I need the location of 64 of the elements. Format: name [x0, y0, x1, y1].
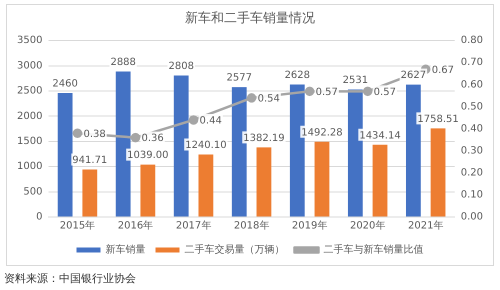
- y-tick-label: 1000: [16, 161, 42, 172]
- x-tick-label: 2015年: [60, 220, 96, 232]
- bar: [256, 147, 272, 216]
- y2-tick-label: 0.10: [460, 190, 483, 201]
- data-label: 2628: [284, 70, 310, 82]
- data-label: 0.44: [200, 116, 222, 127]
- data-label: 2808: [168, 61, 194, 72]
- legend-label: 二手车交易量（万辆）: [184, 244, 284, 256]
- data-label: 1492.28: [301, 127, 343, 138]
- data-label: 1039.00: [127, 150, 169, 162]
- legend-label: 新车销量: [106, 244, 146, 256]
- text: 资料来源：中国银行业协会: [4, 271, 137, 286]
- y2-tick-label: 0.80: [460, 35, 483, 46]
- data-label: 1240.10: [185, 140, 227, 152]
- bar: [430, 128, 446, 216]
- bar: [314, 142, 330, 216]
- data-label: 1434.14: [359, 130, 401, 142]
- data-label: 0.67: [432, 64, 454, 76]
- data-label: 1382.19: [243, 132, 285, 144]
- bar: [82, 170, 98, 216]
- bar: [140, 164, 156, 216]
- x-tick-label: 2021年: [408, 220, 444, 232]
- y-tick-label: 500: [23, 186, 42, 198]
- chart-title: 新车和二手车销量情况: [185, 11, 315, 26]
- y2-tick-label: 0.20: [460, 167, 483, 178]
- data-label: 941.71: [72, 155, 108, 166]
- y2-tick-label: 0.50: [460, 101, 483, 112]
- data-label: 0.57: [374, 86, 396, 98]
- data-label: 2627: [400, 70, 426, 82]
- point: [304, 86, 314, 96]
- data-label: 2888: [110, 57, 136, 68]
- bar: [372, 144, 388, 216]
- point: [246, 93, 256, 103]
- y-tick-label: 2000: [16, 110, 42, 122]
- y2-tick-label: 0.40: [460, 123, 483, 134]
- y2-tick-label: 0.60: [460, 79, 483, 90]
- legend-label: 二手车与新车销量比值: [324, 244, 424, 256]
- bar: [198, 154, 214, 216]
- y-tick-label: 1500: [16, 136, 42, 147]
- y2-tick-label: 0.70: [460, 57, 483, 68]
- y-tick-label: 3500: [16, 35, 42, 46]
- data-label: 2577: [226, 72, 252, 84]
- data-label: 0.57: [316, 86, 338, 98]
- x-tick-label: 2018年: [234, 220, 270, 232]
- y-tick-label: 2500: [16, 86, 42, 97]
- data-label: 2460: [52, 78, 78, 90]
- point: [130, 132, 140, 142]
- x-tick-label: 2016年: [118, 220, 154, 232]
- bar: [58, 93, 73, 216]
- data-label: 0.36: [142, 133, 164, 144]
- y-tick-label: 3000: [16, 60, 42, 72]
- point: [362, 86, 372, 96]
- x-tick-label: 2020年: [350, 220, 386, 232]
- y2-tick-label: 0.30: [460, 145, 483, 156]
- y-tick-label: 0: [36, 212, 42, 223]
- x-tick-label: 2019年: [292, 220, 328, 232]
- data-label: 0.54: [258, 94, 280, 105]
- y2-tick-label: 0.00: [460, 212, 483, 223]
- point: [188, 115, 198, 125]
- data-label: 2531: [342, 75, 368, 86]
- x-tick-label: 2017年: [176, 220, 212, 232]
- data-label: 1758.51: [417, 114, 459, 125]
- point: [72, 128, 82, 138]
- data-label: 0.38: [83, 128, 106, 140]
